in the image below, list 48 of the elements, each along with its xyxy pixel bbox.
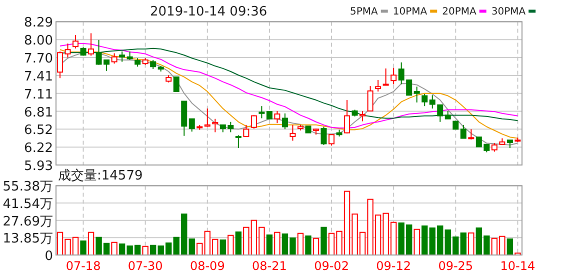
y-tick-label: 6.81 bbox=[24, 105, 53, 120]
bar bbox=[88, 232, 94, 256]
bar bbox=[414, 228, 420, 256]
bar bbox=[266, 234, 273, 256]
legend-label: 10PMA bbox=[392, 6, 428, 18]
chart-title: 成交量:14579 bbox=[58, 168, 143, 184]
bar bbox=[235, 231, 242, 256]
bar bbox=[320, 226, 327, 256]
y-tick-label: 0 bbox=[44, 249, 53, 264]
y-tick-label: 6.52 bbox=[24, 123, 53, 138]
bar bbox=[220, 239, 226, 256]
y-tick-label: 8.29 bbox=[24, 16, 53, 31]
bar bbox=[422, 225, 428, 256]
x-tick-label: 09-25 bbox=[438, 259, 474, 273]
x-tick-label: 08-21 bbox=[252, 259, 287, 273]
bar bbox=[468, 232, 474, 256]
chart-title: 2019-10-14 09:36 bbox=[150, 4, 268, 20]
bar bbox=[228, 234, 234, 256]
y-tick-label: 7.41 bbox=[24, 69, 53, 84]
x-tick-label: 09-12 bbox=[376, 259, 412, 273]
y-tick-label: 27.69万 bbox=[2, 214, 53, 230]
bar bbox=[274, 232, 280, 256]
y-tick-label: 41.54万 bbox=[2, 197, 53, 212]
legend-label: 20PMA bbox=[442, 6, 476, 18]
bar bbox=[111, 242, 118, 256]
bar bbox=[460, 232, 466, 256]
bar bbox=[305, 235, 312, 256]
y-tick-label: 6.22 bbox=[24, 141, 53, 156]
bar bbox=[506, 238, 514, 256]
y-tick-label: 8.00 bbox=[24, 34, 53, 49]
bar bbox=[312, 238, 320, 256]
y-tick-label: 13.85万 bbox=[2, 232, 53, 247]
bar bbox=[80, 240, 86, 256]
y-tick-label: 7.11 bbox=[24, 87, 53, 102]
x-tick-label: 07-18 bbox=[66, 259, 101, 273]
x-tick-label: 08-09 bbox=[190, 259, 225, 273]
y-tick-label: 7.70 bbox=[24, 52, 53, 67]
x-tick-label: 07-30 bbox=[128, 259, 163, 273]
bar bbox=[297, 232, 304, 256]
x-tick-label: 10-14 bbox=[500, 259, 536, 273]
bar bbox=[188, 238, 195, 256]
y-tick-label: 5.93 bbox=[24, 159, 53, 174]
y-tick-label: 55.38万 bbox=[2, 180, 53, 195]
legend-label: 5PMA bbox=[350, 6, 378, 18]
candlestick bbox=[414, 86, 420, 103]
x-tick-label: 09-02 bbox=[314, 259, 349, 273]
legend-label: 30PMA bbox=[491, 6, 526, 18]
bar bbox=[142, 246, 148, 256]
